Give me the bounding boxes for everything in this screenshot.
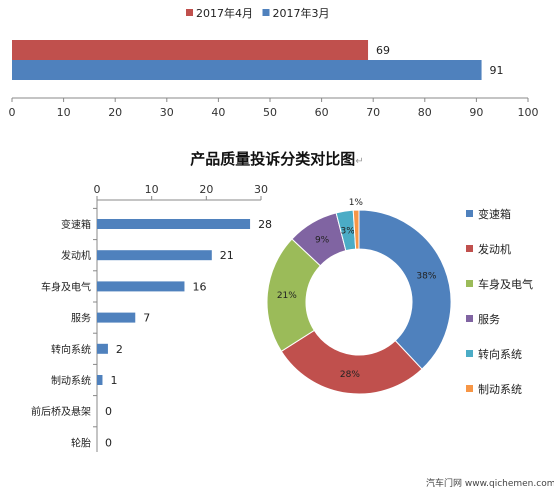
category-bar-4 — [97, 343, 108, 354]
donut-value-label-4: 3% — [341, 226, 356, 236]
x-tick-label-0: 0 — [9, 106, 16, 119]
bar-x-tick-label-2: 20 — [199, 183, 213, 196]
x-tick-label-6: 60 — [315, 106, 329, 119]
category-bar-value-2: 16 — [192, 280, 206, 293]
monthly-complaints-chart: 2017年4月 2017年3月 69 91 0 10 20 30 40 50 60 70 80 90 100 — [9, 6, 539, 119]
bottom-chart-title: 产品质量投诉分类对比图 — [190, 150, 356, 168]
bar-category-label-0: 变速箱 — [61, 218, 91, 231]
donut-legend-label-3: 服务 — [478, 313, 500, 326]
donut-legend-swatch-1 — [466, 245, 473, 252]
category-bar-value-3: 7 — [143, 312, 150, 325]
bar-x-tick-label-3: 30 — [254, 183, 268, 196]
bar-category-label-5: 制动系统 — [51, 374, 91, 387]
x-tick-label-1: 10 — [57, 106, 71, 119]
donut-legend-swatch-3 — [466, 315, 473, 322]
donut-legend-label-0: 变速箱 — [478, 207, 511, 221]
x-tick-label-9: 90 — [469, 106, 483, 119]
legend-swatch-0 — [186, 9, 193, 16]
bar-0 — [12, 40, 369, 60]
bar-category-label-1: 发动机 — [61, 249, 91, 262]
donut-slice-1 — [280, 329, 423, 395]
x-tick-label-2: 20 — [108, 106, 122, 119]
x-tick-label-8: 80 — [418, 106, 432, 119]
donut-value-label-1: 28% — [340, 370, 360, 380]
donut-legend-label-1: 发动机 — [478, 242, 511, 256]
category-bar-5 — [97, 375, 103, 385]
x-tick-label-7: 70 — [366, 106, 380, 119]
legend-label-1: 2017年3月 — [273, 6, 330, 20]
bar-category-label-7: 轮胎 — [71, 436, 91, 449]
donut-legend-swatch-4 — [466, 350, 473, 357]
category-bar-value-5: 1 — [110, 374, 117, 387]
donut-legend-label-5: 制动系统 — [478, 383, 522, 396]
bar-1 — [12, 60, 482, 80]
donut-legend-swatch-0 — [466, 210, 473, 217]
donut-legend-swatch-2 — [466, 280, 473, 287]
category-bar-1 — [97, 250, 212, 261]
category-bar-2 — [97, 281, 185, 292]
donut-legend-label-4: 转向系统 — [478, 347, 522, 361]
donut-value-label-2: 21% — [277, 291, 297, 301]
bar-category-label-4: 转向系统 — [51, 343, 91, 356]
legend-swatch-1 — [262, 9, 270, 16]
bar-x-tick-label-1: 10 — [145, 183, 159, 196]
bar-category-label-3: 服务 — [71, 312, 91, 325]
bar-value-0: 69 — [376, 44, 390, 57]
category-bar-3 — [97, 312, 136, 323]
donut-slice-0 — [358, 209, 452, 370]
category-bar-value-1: 21 — [220, 249, 234, 262]
donut-value-label-5: 1% — [349, 198, 364, 208]
donut-value-label-3: 9% — [315, 236, 330, 246]
bar-category-label-2: 车身及电气 — [41, 280, 91, 293]
category-bar-value-7: 0 — [105, 436, 112, 449]
bar-category-label-6: 前后桥及悬架 — [31, 405, 91, 418]
watermark: 汽车门网 www.qichemen.com — [426, 479, 554, 489]
category-bar-value-4: 2 — [116, 343, 123, 356]
donut-legend-swatch-5 — [466, 385, 473, 392]
donut-value-label-0: 38% — [416, 271, 436, 281]
legend-label-0: 2017年4月 — [196, 6, 253, 20]
x-tick-label-10: 100 — [518, 106, 539, 119]
x-tick-label-5: 50 — [263, 106, 277, 119]
x-tick-label-3: 30 — [160, 106, 174, 119]
category-bar-value-6: 0 — [105, 405, 112, 418]
bar-x-tick-label-0: 0 — [94, 183, 101, 196]
bar-value-1: 91 — [490, 64, 504, 77]
x-tick-label-4: 40 — [211, 106, 225, 119]
donut-slice-5 — [352, 209, 360, 250]
donut-legend-label-2: 车身及电气 — [478, 277, 533, 291]
category-bar-0 — [97, 219, 251, 229]
chart-title-row: 产品质量投诉分类对比图↵ — [190, 150, 364, 168]
category-bar-value-0: 28 — [258, 218, 272, 231]
